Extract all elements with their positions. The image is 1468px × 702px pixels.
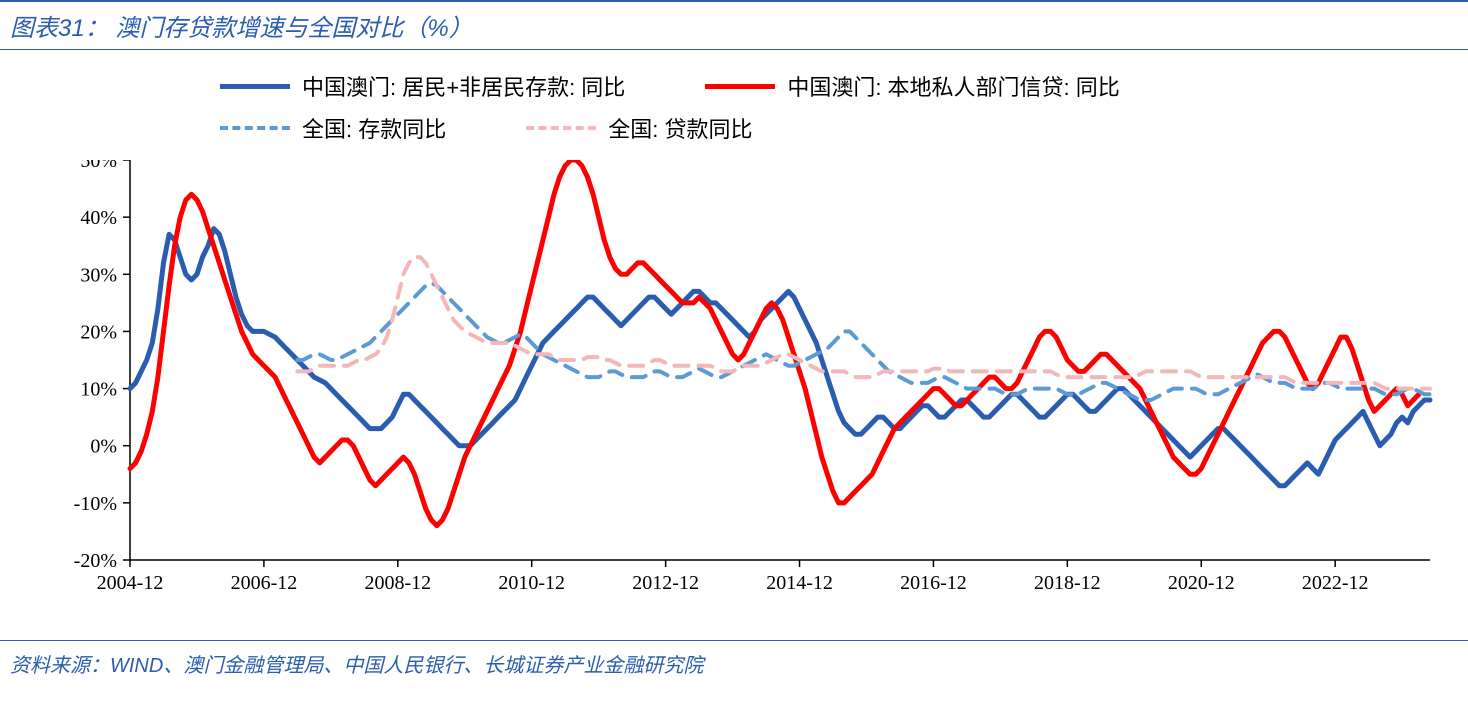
svg-text:2012-12: 2012-12 — [632, 572, 699, 594]
svg-text:2014-12: 2014-12 — [766, 572, 833, 594]
legend-swatch — [705, 84, 775, 89]
svg-text:2008-12: 2008-12 — [364, 572, 431, 594]
svg-text:2006-12: 2006-12 — [231, 572, 298, 594]
legend-swatch — [526, 126, 596, 130]
source-note: 资料来源：WIND、澳门金融管理局、中国人民银行、长城证券产业金融研究院 — [0, 640, 1468, 682]
svg-text:2016-12: 2016-12 — [900, 572, 967, 594]
legend-label: 中国澳门: 本地私人部门信贷: 同比 — [787, 70, 1119, 102]
svg-text:-10%: -10% — [74, 493, 117, 515]
legend-item: 全国: 贷款同比 — [526, 112, 752, 144]
svg-text:50%: 50% — [80, 160, 117, 172]
line-chart: -20% -10% 0% 10% 20% 30% 40% 50% 2004-12 2006-12 2… — [0, 160, 1468, 640]
legend-item: 中国澳门: 居民+非居民存款: 同比 — [220, 70, 625, 102]
legend-item: 全国: 存款同比 — [220, 112, 446, 144]
legend: 中国澳门: 居民+非居民存款: 同比 中国澳门: 本地私人部门信贷: 同比全国: … — [220, 70, 1388, 144]
svg-text:2020-12: 2020-12 — [1168, 572, 1235, 594]
legend-label: 全国: 贷款同比 — [608, 112, 752, 144]
legend-swatch — [220, 84, 290, 89]
legend-label: 中国澳门: 居民+非居民存款: 同比 — [302, 70, 625, 102]
legend-swatch — [220, 126, 290, 130]
legend-label: 全国: 存款同比 — [302, 112, 446, 144]
svg-text:2004-12: 2004-12 — [97, 572, 164, 594]
svg-text:2022-12: 2022-12 — [1302, 572, 1369, 594]
svg-text:0%: 0% — [90, 436, 117, 458]
chart-container: 中国澳门: 居民+非居民存款: 同比 中国澳门: 本地私人部门信贷: 同比全国: … — [0, 50, 1468, 640]
legend-item: 中国澳门: 本地私人部门信贷: 同比 — [705, 70, 1119, 102]
svg-text:40%: 40% — [80, 207, 117, 229]
svg-text:20%: 20% — [80, 321, 117, 343]
chart-title: 图表31： 澳门存贷款增速与全国对比（%） — [0, 0, 1468, 50]
svg-text:10%: 10% — [80, 379, 117, 401]
svg-text:30%: 30% — [80, 264, 117, 286]
svg-text:2010-12: 2010-12 — [498, 572, 565, 594]
svg-text:-20%: -20% — [74, 550, 117, 572]
svg-text:2018-12: 2018-12 — [1034, 572, 1101, 594]
